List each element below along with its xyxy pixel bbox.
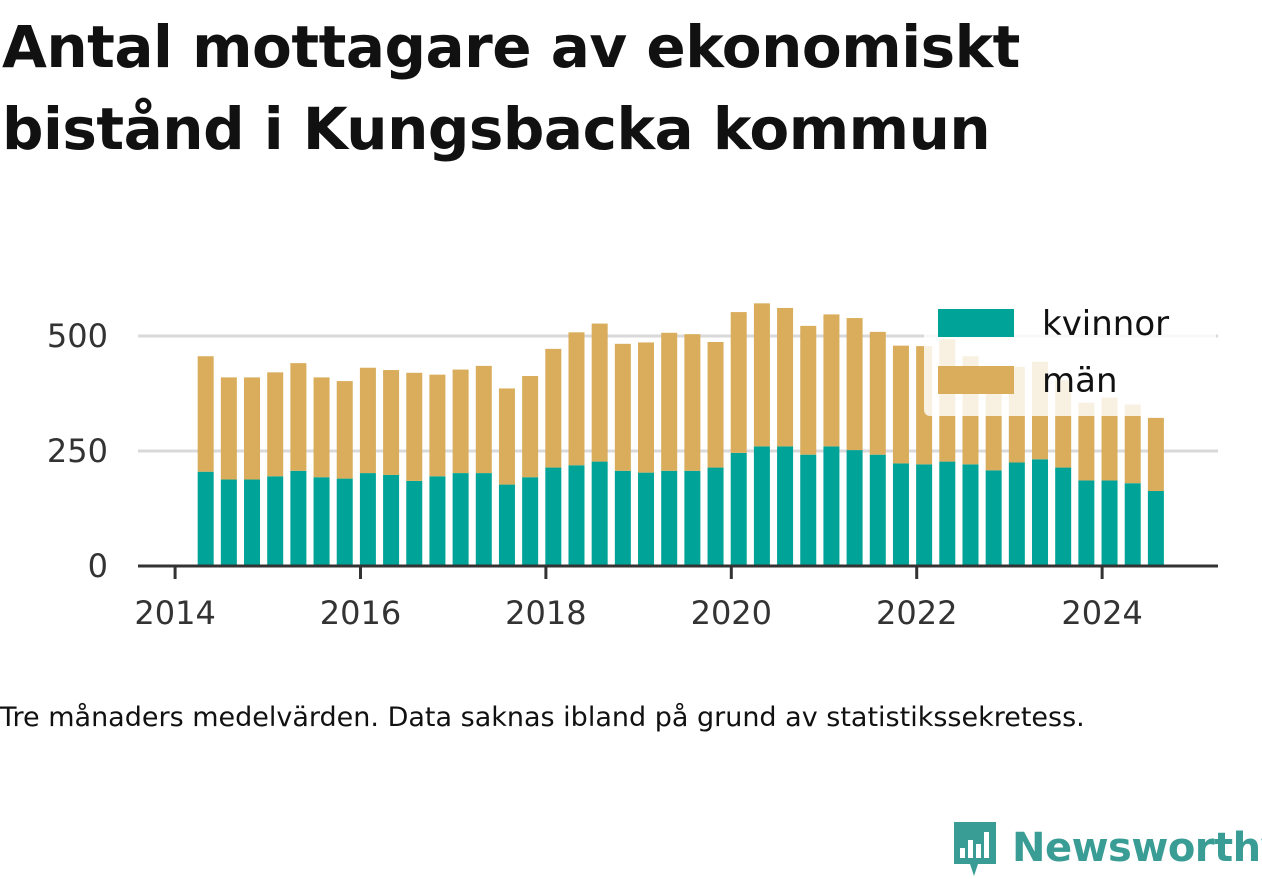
bar-man-3: [267, 372, 284, 477]
bar-man-39: [1101, 397, 1118, 481]
axes: 0 250 500 2014 2016 2018 2020 2022 2024: [47, 317, 1218, 632]
chart-caption: Tre månaders medelvärden. Data saknas ib…: [0, 702, 1085, 733]
bar-kvinnor-32: [939, 461, 956, 566]
bar-man-24: [753, 303, 770, 447]
bar-kvinnor-33: [962, 464, 979, 566]
bar-man-5: [313, 377, 330, 478]
bar-kvinnor-6: [336, 478, 353, 566]
bar-kvinnor-41: [1147, 491, 1164, 566]
bar-kvinnor-38: [1078, 480, 1095, 566]
newsworthy-logo-icon: [954, 822, 996, 876]
bar-kvinnor-14: [522, 477, 539, 566]
bar-kvinnor-15: [545, 467, 562, 566]
y-tick-label-0: 0: [88, 547, 108, 585]
bar-kvinnor-9: [406, 480, 423, 566]
bar-kvinnor-10: [429, 476, 446, 566]
bar-kvinnor-35: [1008, 462, 1025, 566]
x-tick-label-2024: 2024: [1061, 594, 1142, 632]
bar-kvinnor-39: [1101, 480, 1118, 566]
bar-man-0: [197, 356, 214, 472]
stacked-bar-chart: 0 250 500 2014 2016 2018 2020 2022 2024 kvinnor …: [46, 298, 1218, 632]
bar-man-11: [452, 369, 469, 474]
bar-kvinnor-4: [290, 470, 307, 566]
x-tick-label-2022: 2022: [876, 594, 957, 632]
bar-man-16: [568, 332, 585, 466]
bar-man-2: [244, 377, 261, 480]
bar-kvinnor-5: [313, 477, 330, 566]
brand-logo[interactable]: Newsworthy: [950, 818, 1262, 878]
bar-man-8: [383, 370, 400, 475]
chart-title: Antal mottagare av ekonomiskt bistånd i …: [2, 13, 1020, 163]
bar-kvinnor-36: [1032, 459, 1049, 566]
bar-kvinnor-27: [823, 446, 840, 566]
bar-man-1: [220, 377, 237, 480]
bar-kvinnor-28: [846, 450, 863, 566]
bar-man-29: [869, 331, 886, 455]
bar-man-22: [707, 341, 724, 468]
bar-kvinnor-7: [359, 473, 376, 566]
bars: [197, 303, 1164, 566]
bar-man-9: [406, 372, 423, 481]
y-tick-label-250: 250: [47, 432, 108, 470]
bar-man-7: [359, 367, 376, 474]
legend-swatch-kvinnor: [938, 309, 1014, 337]
bar-man-14: [522, 376, 539, 478]
bar-man-28: [846, 318, 863, 451]
bar-man-10: [429, 374, 446, 477]
bar-kvinnor-13: [498, 484, 515, 566]
bar-man-12: [475, 365, 492, 474]
bar-man-41: [1147, 417, 1164, 492]
bar-man-21: [684, 334, 701, 471]
bar-kvinnor-8: [383, 474, 400, 566]
x-tick-label-2018: 2018: [505, 594, 586, 632]
legend-label-kvinnor: kvinnor: [1042, 304, 1169, 344]
bar-man-40: [1124, 404, 1141, 484]
legend-label-man: män: [1042, 361, 1118, 401]
bar-man-13: [498, 388, 515, 485]
legend-swatch-man: [938, 366, 1014, 394]
bar-kvinnor-31: [916, 464, 933, 566]
bar-kvinnor-34: [985, 470, 1002, 566]
bar-kvinnor-30: [892, 463, 909, 566]
bar-man-6: [336, 381, 353, 479]
y-tick-label-500: 500: [47, 317, 108, 355]
bar-man-25: [777, 307, 794, 447]
bar-kvinnor-26: [800, 454, 817, 566]
bar-kvinnor-12: [475, 473, 492, 566]
bar-kvinnor-17: [591, 461, 608, 566]
bar-kvinnor-25: [777, 446, 794, 566]
bar-man-17: [591, 323, 608, 462]
bar-man-38: [1078, 402, 1095, 481]
legend: kvinnor män: [924, 298, 1216, 416]
bar-man-15: [545, 348, 562, 468]
bar-kvinnor-0: [197, 471, 214, 566]
bar-kvinnor-3: [267, 476, 284, 566]
bar-man-20: [661, 332, 678, 471]
bar-kvinnor-18: [614, 470, 631, 566]
bar-kvinnor-2: [244, 479, 261, 566]
bar-kvinnor-40: [1124, 483, 1141, 566]
bar-kvinnor-16: [568, 465, 585, 566]
bar-man-18: [614, 343, 631, 471]
bar-man-26: [800, 325, 817, 455]
bar-kvinnor-1: [220, 479, 237, 566]
x-tick-label-2014: 2014: [134, 594, 215, 632]
bar-man-19: [638, 342, 655, 473]
bar-kvinnor-37: [1055, 467, 1072, 566]
bar-man-4: [290, 363, 307, 471]
bar-kvinnor-21: [684, 470, 701, 566]
bar-kvinnor-23: [730, 452, 747, 566]
bar-kvinnor-22: [707, 467, 724, 566]
x-tick-label-2020: 2020: [691, 594, 772, 632]
brand-name: Newsworthy: [1012, 825, 1262, 871]
bar-man-30: [892, 345, 909, 464]
bar-kvinnor-19: [638, 472, 655, 566]
x-tick-label-2016: 2016: [320, 594, 401, 632]
bar-man-23: [730, 312, 747, 453]
bar-kvinnor-24: [753, 446, 770, 566]
bar-kvinnor-11: [452, 473, 469, 566]
bar-kvinnor-20: [661, 470, 678, 566]
bar-kvinnor-29: [869, 454, 886, 566]
bar-man-27: [823, 314, 840, 447]
